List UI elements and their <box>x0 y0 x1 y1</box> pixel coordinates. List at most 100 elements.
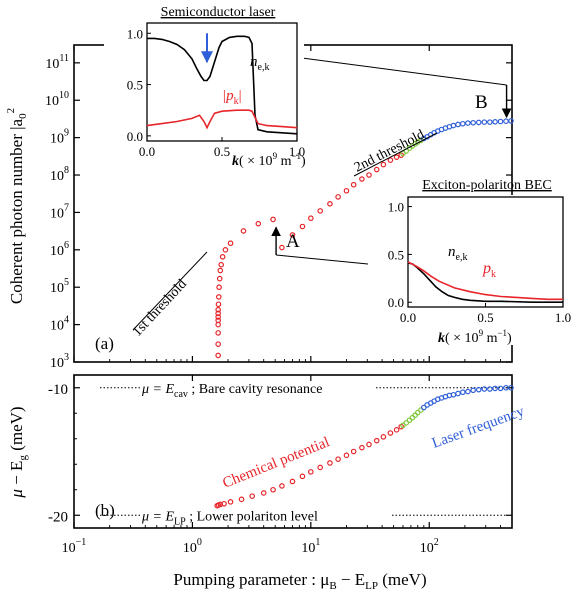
panel-b-point-s1-3 <box>409 414 416 421</box>
inset1-ytick-label-2: 1.0 <box>127 26 143 41</box>
panel-b-point-s2-11 <box>465 388 471 395</box>
panel-b-point-s2-10 <box>459 389 466 396</box>
inset2-title: Exciton-polariton BEC <box>422 178 551 193</box>
panel-a-ytick-label-3: 106 <box>50 240 69 259</box>
panel-a-point-s0-30 <box>366 172 372 178</box>
panel-b-point-s0-9 <box>279 483 285 489</box>
panel-a-point-s0-27 <box>343 187 350 194</box>
inset-polariton-bec: Exciton-polariton BEC 0.00.0 0.5 0.5 1.0 1.0… <box>368 178 576 346</box>
ref-line-label-1: μ = ELP ; Lower polariton level <box>141 509 318 527</box>
inset2-ytick-label-0: 0.0 <box>388 295 404 310</box>
panel-b-label: (b) <box>95 501 115 520</box>
inset1-x-label: k( × 109 m−1) <box>232 151 306 169</box>
chemical-potential-label: Chemical potential <box>221 434 332 491</box>
panel-a-point-s0-17 <box>240 228 247 234</box>
panel-b-point-s0-12 <box>308 469 314 475</box>
panel-a-point-s0-9 <box>215 294 222 300</box>
panel-b-point-s0-10 <box>289 478 296 485</box>
panel-b-point-s0-7 <box>260 490 267 496</box>
panel-a-point-s0-19 <box>270 216 276 223</box>
panel-a-point-s0-10 <box>216 284 222 291</box>
panel-b-point-s2-19 <box>508 384 514 391</box>
panel-a-point-s0-15 <box>222 247 229 253</box>
panel-a-point-s0-5 <box>215 314 221 320</box>
panel-a-point-s0-33 <box>387 157 394 163</box>
inset2-curves <box>407 261 563 304</box>
panel-a-point-s2-11 <box>465 120 471 126</box>
panel-a-point-s0-21 <box>289 232 296 238</box>
ref-line-label-0: μ = Ecav ; Bare cavity resonance <box>141 382 322 400</box>
panel-b-point-s2-9 <box>455 390 461 397</box>
inset1-ticks: 0.00.0 0.5 0.5 1.0 1.0 <box>127 26 305 159</box>
panel-b: μ = Ecav ; Bare cavity resonance μ = ELP … <box>7 359 527 592</box>
panel-a-point-s0-13 <box>218 261 224 268</box>
inset1-title: Semiconductor laser <box>161 5 276 20</box>
panel-a-point-s0-29 <box>359 176 365 182</box>
panel-b-point-s0-13 <box>317 464 323 471</box>
inset2-frame <box>407 196 564 308</box>
panel-b-xtick-label-1: 100 <box>183 537 202 556</box>
panel-a-y-ticks: 103 104 105 106 107 108 109 1010 1011 <box>45 45 512 371</box>
panel-b-point-s0-8 <box>270 486 276 493</box>
panel-a-point-s2-18 <box>503 118 509 125</box>
panel-a-point-s0-2 <box>215 330 221 336</box>
panel-a-point-s0-1 <box>215 341 221 347</box>
panel-b-point-s2-12 <box>470 387 476 394</box>
inset2-ytick-label-2: 1.0 <box>388 200 404 215</box>
panel-b-xtick-label-3: 102 <box>420 537 439 556</box>
point-b-label: B <box>475 92 488 113</box>
panel-a-ytick-label-1: 104 <box>50 315 69 334</box>
panel-a-y-label: Coherent photon number |a02 <box>5 108 29 304</box>
panel-a-point-s0-31 <box>373 166 380 173</box>
inset2-pk-label: pk <box>482 260 496 280</box>
second-threshold-annotation: 2nd threshold <box>352 127 427 175</box>
panel-b-ytick-label-0: -10 <box>48 382 68 398</box>
panel-b-point-s0-22 <box>387 430 394 436</box>
panel-a-point-s2-13 <box>475 119 482 126</box>
inset2-ticks: 0.00.0 0.5 0.5 1.0 1.0 <box>388 200 571 325</box>
panel-b-y-label: μ − Eg (meV) <box>7 406 29 498</box>
panel-b-point-s0-20 <box>373 437 380 444</box>
inset1-pk-label: |pk| <box>222 88 242 107</box>
panel-a-point-s0-32 <box>380 161 387 168</box>
panel-a-point-s0-6 <box>215 310 221 317</box>
panel-b-point-s2-17 <box>497 385 504 392</box>
panel-b-point-s2-15 <box>487 386 493 392</box>
panel-a-point-s2-14 <box>481 119 488 125</box>
panel-b-ytick-label-1: -20 <box>48 509 68 525</box>
inset1-curve-0 <box>147 35 298 135</box>
first-threshold-annotation: 1st threshold <box>130 277 190 340</box>
panel-b-point-s0-11 <box>299 473 306 480</box>
panel-b-point-s0-5 <box>238 496 245 503</box>
inset1-xtick-label-2: 1.0 <box>289 144 305 159</box>
panel-b-xtick-label-0: 10−1 <box>62 537 87 556</box>
panel-a-label: (a) <box>95 334 114 353</box>
inset2-xtick-label-2: 1.0 <box>555 310 571 325</box>
panel-a-ytick-label-5: 108 <box>50 165 69 184</box>
panel-a-point-s0-0 <box>215 352 221 359</box>
panel-a-point-s0-16 <box>227 240 234 247</box>
panel-a-point-s2-19 <box>508 118 514 124</box>
inset1-ne-label: ne,k <box>250 54 269 73</box>
panel-b-point-s0-21 <box>380 434 387 440</box>
panel-a-ytick-label-4: 107 <box>50 202 69 221</box>
panel-a-ytick-label-6: 109 <box>50 128 69 147</box>
panel-a-point-s0-7 <box>215 306 221 313</box>
inset2-ne-label: ne,k <box>448 244 467 263</box>
panel-b-point-s0-23 <box>393 427 400 433</box>
panel-b-point-s0-19 <box>366 441 372 448</box>
panel-b-points <box>214 384 514 509</box>
panel-b-x-ticks: 10−1 100 101 102 <box>62 359 513 556</box>
inset-semiconductor-laser: Semiconductor laser 0.00.0 0.5 0.5 1.0 1.0 k… <box>104 5 306 169</box>
panel-b-point-s2-13 <box>475 386 482 393</box>
panel-b-y-ticks: -10 -20 <box>48 382 512 525</box>
panel-a-point-s0-18 <box>255 220 262 227</box>
panel-b-point-s0-16 <box>343 452 350 459</box>
inset1-xtick-label-0: 0.0 <box>139 144 155 159</box>
inset2-curve-0 <box>407 262 563 304</box>
panel-b-point-s2-14 <box>481 386 488 392</box>
panel-a-point-s0-23 <box>308 215 314 222</box>
inset2-curve-1 <box>407 261 563 301</box>
first-threshold-underline <box>132 251 208 331</box>
